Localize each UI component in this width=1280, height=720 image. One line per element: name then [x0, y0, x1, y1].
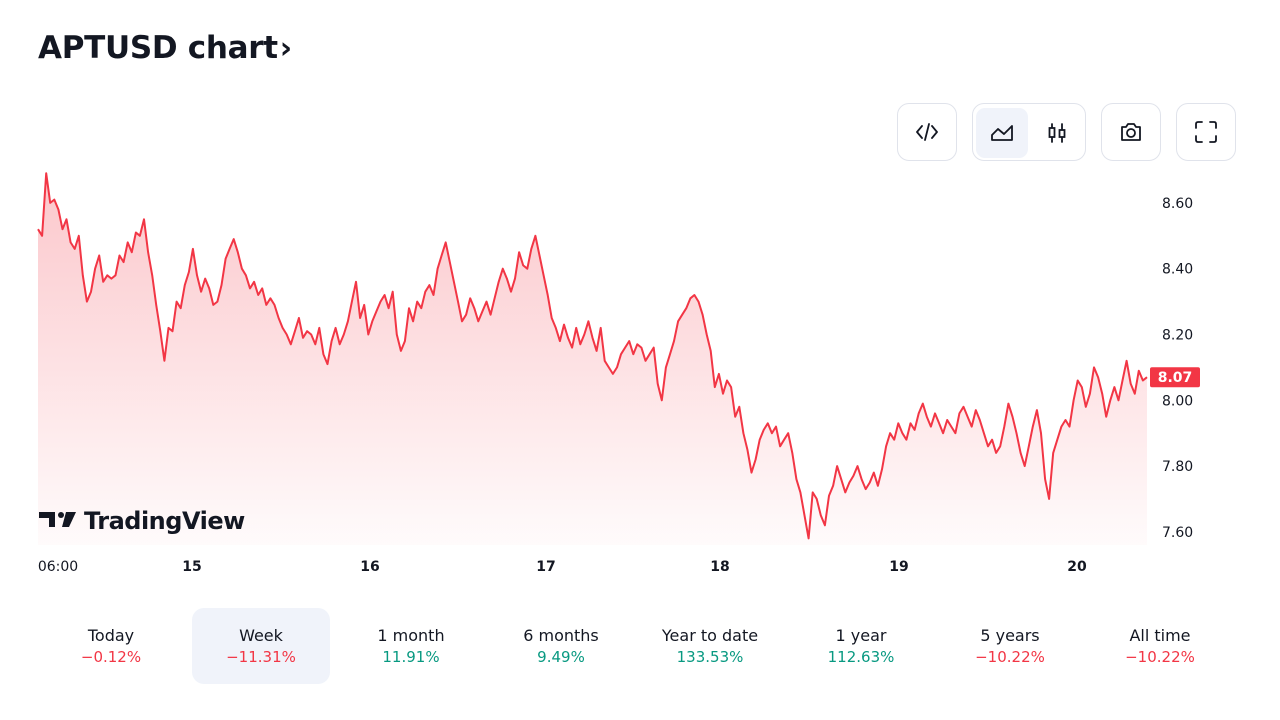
y-axis: 8.60 8.40 8.20 8.00 7.80 7.60 — [1162, 196, 1193, 541]
x-tick-label: 18 — [710, 559, 729, 575]
page-title-text: APTUSD chart — [38, 30, 278, 66]
period-all-time[interactable]: All time −10.22% — [1091, 608, 1229, 684]
x-tick-label: 16 — [360, 559, 379, 575]
price-line — [37, 172, 1148, 540]
snapshot-button[interactable] — [1101, 103, 1161, 161]
period-6-months[interactable]: 6 months 9.49% — [492, 608, 630, 684]
last-price-label: 8.07 — [1150, 367, 1200, 388]
period-change: 112.63% — [827, 648, 895, 666]
candles-icon — [1048, 123, 1066, 143]
last-price-badge — [1150, 367, 1200, 388]
period-label: 1 year — [835, 626, 887, 645]
code-icon — [916, 123, 938, 141]
x-tick-label: 06:00 — [38, 559, 78, 575]
candles-chart-button[interactable] — [1031, 108, 1083, 158]
period-week[interactable]: Week −11.31% — [192, 608, 330, 684]
tradingview-logo-icon — [39, 512, 76, 527]
tradingview-logo[interactable]: TradingView — [39, 507, 246, 535]
x-tick-label: 15 — [182, 559, 201, 575]
y-tick-label: 8.60 — [1162, 196, 1193, 212]
fullscreen-icon — [1195, 121, 1217, 143]
y-tick-label: 8.40 — [1162, 262, 1193, 278]
price-area-fill — [38, 173, 1147, 546]
x-tick-label: 19 — [889, 559, 908, 575]
period-change: −0.12% — [80, 648, 142, 666]
area-chart-button[interactable] — [976, 108, 1028, 158]
y-tick-label: 7.80 — [1162, 459, 1193, 475]
period-label: Today — [87, 626, 135, 645]
chevron-right-icon: › — [279, 30, 292, 66]
period-1-month[interactable]: 1 month 11.91% — [342, 608, 480, 684]
period-label: Week — [239, 626, 283, 645]
period-change: −11.31% — [226, 648, 296, 666]
tradingview-wordmark: TradingView — [84, 507, 245, 535]
camera-icon — [1121, 123, 1141, 141]
period-label: 1 month — [377, 626, 445, 645]
period-5-years[interactable]: 5 years −10.22% — [941, 608, 1079, 684]
period-change: 11.91% — [382, 648, 440, 666]
x-axis: 06:00 15 16 17 18 19 20 — [38, 559, 1087, 575]
period-change: −10.22% — [975, 648, 1045, 666]
period-label: Year to date — [661, 626, 759, 645]
period-today[interactable]: Today −0.12% — [42, 608, 180, 684]
period-1-year[interactable]: 1 year 112.63% — [792, 608, 930, 684]
period-change: 133.53% — [676, 648, 744, 666]
period-selector: Today −0.12% Week −11.31% 1 month 11.91%… — [0, 606, 1280, 686]
x-tick-label: 20 — [1067, 559, 1087, 575]
y-tick-label: 8.00 — [1162, 393, 1193, 409]
y-tick-label: 7.60 — [1162, 525, 1193, 541]
period-label: 5 years — [980, 626, 1040, 645]
period-change: 9.49% — [537, 648, 585, 666]
period-label: 6 months — [523, 626, 599, 645]
embed-code-button[interactable] — [897, 103, 957, 161]
period-change: −10.22% — [1125, 648, 1195, 666]
y-tick-label: 8.20 — [1162, 327, 1193, 343]
x-tick-label: 17 — [536, 559, 555, 575]
period-label: All time — [1129, 626, 1191, 645]
area-chart-icon — [991, 125, 1013, 141]
chart-style-group — [972, 103, 1086, 161]
fullscreen-button[interactable] — [1176, 103, 1236, 161]
page-title[interactable]: APTUSD chart › — [38, 30, 292, 66]
period-year-to-date[interactable]: Year to date 133.53% — [641, 608, 779, 684]
last-price-value: 8.07 — [1158, 370, 1193, 386]
price-chart[interactable]: 8.60 8.40 8.20 8.00 7.80 7.60 06:00 15 16 17 18 19… — [0, 170, 1280, 590]
